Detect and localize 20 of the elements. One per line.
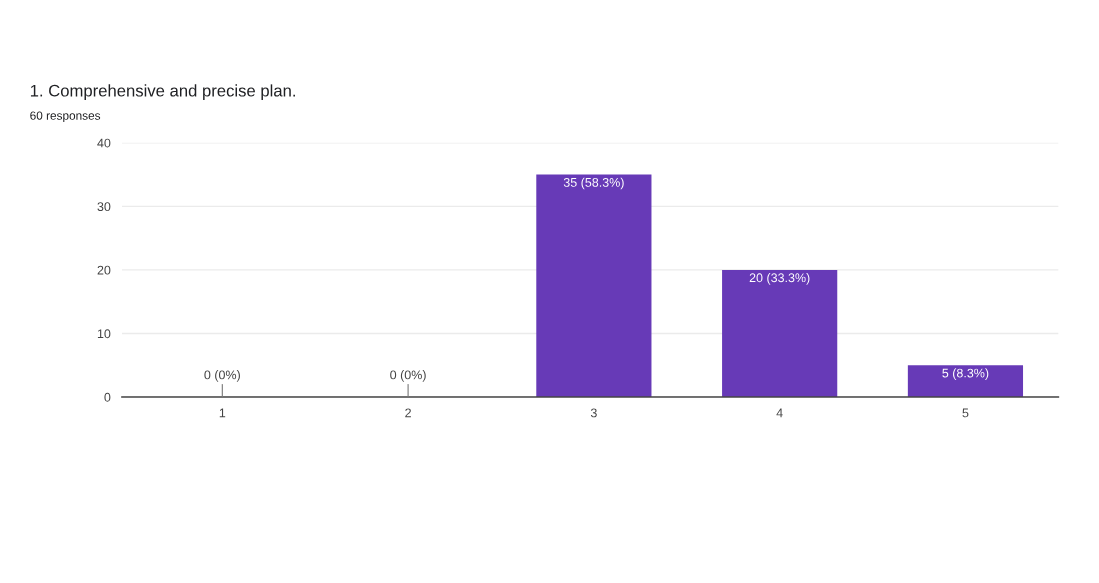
y-tick-label: 10 bbox=[97, 329, 111, 339]
y-tick-label: 20 bbox=[97, 265, 111, 275]
y-tick-label: 0 bbox=[104, 392, 111, 402]
data-label: 20 (33.3%) bbox=[749, 272, 810, 285]
chart-subtitle: 60 responses bbox=[30, 111, 101, 123]
y-tick-label: 30 bbox=[97, 202, 111, 212]
data-label: 35 (58.3%) bbox=[563, 177, 624, 190]
chart-title: 1. Comprehensive and precise plan. bbox=[30, 84, 295, 100]
bar bbox=[722, 269, 838, 398]
bar bbox=[907, 365, 1024, 398]
x-tick-label: 2 bbox=[405, 408, 411, 418]
data-label: 5 (8.3%) bbox=[942, 368, 989, 380]
x-tick-label: 3 bbox=[590, 408, 597, 418]
x-tick-label: 1 bbox=[219, 408, 226, 418]
x-tick-label: 4 bbox=[776, 408, 783, 418]
data-label: 0 (0%) bbox=[390, 370, 426, 382]
x-tick-label: 5 bbox=[962, 408, 969, 418]
y-tick-label: 40 bbox=[97, 138, 111, 148]
data-label: 0 (0%) bbox=[204, 370, 240, 382]
bar bbox=[536, 174, 652, 398]
